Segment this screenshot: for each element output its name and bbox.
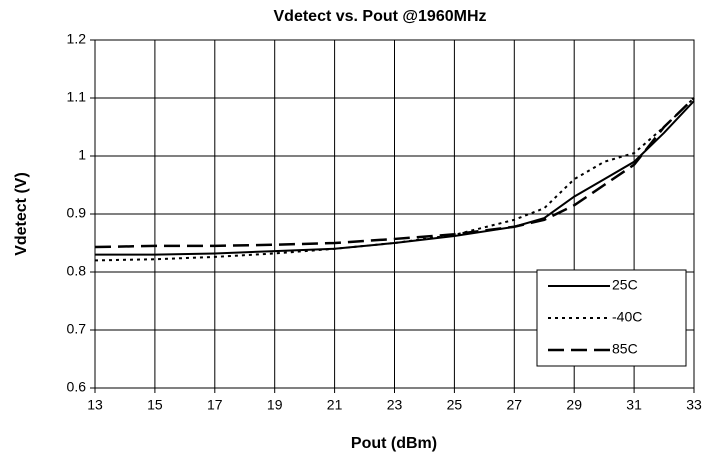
x-tick-label: 29: [566, 397, 582, 413]
legend-label: -40C: [612, 309, 642, 325]
y-tick-label: 1.2: [67, 31, 87, 47]
series-line: [95, 100, 695, 256]
x-tick-label: 21: [327, 397, 343, 413]
x-tick-label: 27: [507, 397, 523, 413]
x-axis-label: Pout (dBm): [351, 435, 437, 452]
legend-label: 25C: [612, 277, 638, 293]
y-axis-label: Vdetect (V): [13, 172, 30, 256]
x-tick-label: 15: [147, 397, 163, 413]
x-tick-label: 17: [207, 397, 223, 413]
y-tick-label: 0.7: [67, 321, 87, 337]
series-line: [94, 97, 695, 249]
y-tick-label: 0.9: [67, 205, 87, 221]
x-tick-label: 13: [87, 397, 103, 413]
x-tick-label: 33: [686, 397, 702, 413]
chart-title: Vdetect vs. Pout @1960MHz: [274, 8, 487, 25]
y-tick-label: 1.1: [67, 89, 87, 105]
x-tick-label: 19: [267, 397, 283, 413]
x-tick-label: 23: [387, 397, 403, 413]
x-tick-label: 31: [626, 397, 642, 413]
plot-frame: [94, 39, 695, 389]
legend-label: 85C: [612, 341, 638, 357]
y-tick-label: 0.8: [67, 263, 87, 279]
y-tick-label: 0.6: [67, 379, 87, 395]
x-tick-label: 25: [447, 397, 463, 413]
y-tick-label: 1: [78, 147, 86, 163]
